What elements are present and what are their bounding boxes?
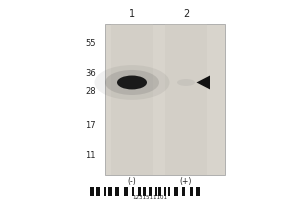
Text: (+): (+) [180,177,192,186]
Ellipse shape [117,76,147,89]
Bar [96,187,100,196]
Text: 55: 55 [85,39,96,48]
Ellipse shape [94,65,170,100]
Ellipse shape [177,79,195,86]
Bar [149,187,152,196]
Bar [168,187,170,196]
Bar [155,187,157,196]
Bar [90,187,94,196]
Bar [124,187,128,196]
Bar [138,187,141,196]
Bar [143,187,146,196]
Bar [174,187,178,196]
Bar [108,187,112,196]
Text: 1231511101: 1231511101 [133,195,167,200]
FancyBboxPatch shape [165,24,207,175]
Bar [164,187,166,196]
Text: 28: 28 [85,87,96,96]
Text: 17: 17 [85,121,96,130]
Text: 36: 36 [85,69,96,78]
Ellipse shape [105,70,159,95]
Bar [115,187,119,196]
Bar [104,187,106,196]
Text: (-): (-) [128,177,136,186]
FancyBboxPatch shape [105,24,225,175]
Bar [190,187,193,196]
Text: 11: 11 [85,151,96,160]
Bar [158,187,161,196]
Text: 1: 1 [129,9,135,19]
Text: 2: 2 [183,9,189,19]
FancyBboxPatch shape [111,24,153,175]
Bar [196,187,200,196]
Bar [182,187,185,196]
Polygon shape [196,76,210,89]
Bar [132,187,134,196]
